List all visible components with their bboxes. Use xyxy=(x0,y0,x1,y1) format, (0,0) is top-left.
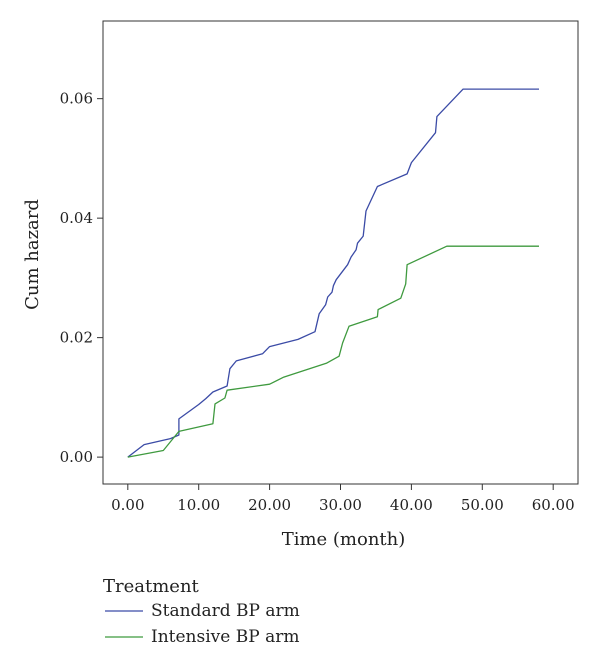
x-tick-label: 50.00 xyxy=(461,496,504,514)
x-tick-label: 30.00 xyxy=(319,496,362,514)
legend: Treatment Standard BP arm Intensive BP a… xyxy=(103,576,300,647)
y-tick-label: 0.00 xyxy=(60,448,93,466)
legend-label-standard: Standard BP arm xyxy=(151,601,300,621)
legend-label-intensive: Intensive BP arm xyxy=(151,627,299,647)
x-tick-label: 10.00 xyxy=(177,496,220,514)
x-tick-label: 60.00 xyxy=(532,496,575,514)
series-line-intensive xyxy=(127,245,539,458)
x-tick-label: 0.00 xyxy=(111,496,144,514)
series-layer xyxy=(127,88,539,458)
x-tick-label: 20.00 xyxy=(248,496,291,514)
legend-title: Treatment xyxy=(103,576,200,597)
y-tick-label: 0.06 xyxy=(60,90,93,108)
y-tick-label: 0.02 xyxy=(60,329,93,347)
x-tick-label: 40.00 xyxy=(390,496,433,514)
y-tick-label: 0.04 xyxy=(60,209,93,227)
x-axis: 0.00 10.00 20.00 30.00 40.00 50.00 60.00 xyxy=(111,484,575,514)
x-axis-title: Time (month) xyxy=(282,529,406,550)
series-line-standard xyxy=(127,88,539,458)
plot-frame xyxy=(102,20,579,485)
y-axis-title: Cum hazard xyxy=(22,199,43,310)
y-axis: 0.00 0.02 0.04 0.06 xyxy=(60,90,103,466)
